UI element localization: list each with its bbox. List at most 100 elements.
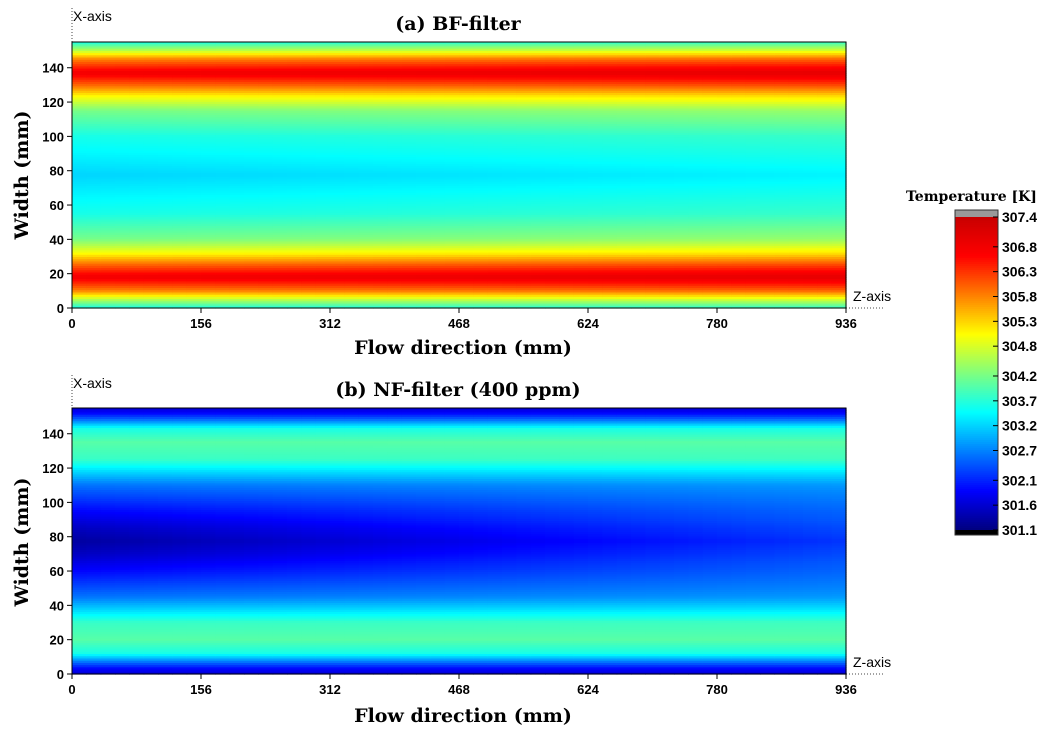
heatmap-cell [358, 305, 374, 309]
heatmap-cell [330, 141, 345, 145]
heatmap-cell [229, 190, 245, 194]
heatmap-cell [143, 261, 159, 265]
heatmap-cell [301, 126, 317, 130]
heatmap-cell [287, 146, 302, 149]
heatmap-cell [172, 141, 188, 145]
heatmap-cell [344, 243, 360, 247]
heatmap-cell [373, 283, 388, 287]
heatmap-cell [258, 257, 274, 260]
heatmap-cell [315, 141, 331, 145]
heatmap-cell [344, 97, 360, 101]
heatmap-cell [143, 197, 159, 200]
heatmap-cell [186, 166, 202, 169]
heatmap-cell [86, 194, 102, 198]
heatmap-cell [373, 290, 388, 294]
heatmap-cell [344, 279, 360, 282]
heatmap-cell [401, 68, 417, 72]
heatmap-cell [72, 228, 87, 232]
heatmap-cell [401, 168, 417, 172]
heatmap-cell [344, 86, 360, 90]
heatmap-cell [387, 250, 403, 254]
heatmap-cell [72, 206, 87, 209]
heatmap-cell [129, 217, 145, 220]
heatmap-cell [358, 259, 374, 263]
heatmap-cell [100, 168, 116, 172]
heatmap-cell [330, 104, 345, 107]
heatmap-cell [143, 303, 159, 307]
heatmap-cell [315, 68, 331, 72]
heatmap-cell [143, 86, 159, 90]
heatmap-cell [401, 183, 417, 187]
heatmap-cell [330, 237, 345, 240]
heatmap-cell [244, 237, 259, 240]
heatmap-cell [244, 296, 259, 300]
heatmap-cell [100, 46, 116, 50]
heatmap-cell [100, 90, 116, 94]
heatmap-cell [143, 168, 159, 172]
heatmap-cell [330, 152, 345, 156]
heatmap-cell [115, 59, 130, 63]
heatmap-cell [201, 73, 216, 76]
heatmap-cell [373, 139, 388, 143]
heatmap-cell [143, 221, 159, 225]
heatmap-cell [100, 186, 116, 189]
heatmap-cell [330, 259, 345, 263]
heatmap-cell [272, 86, 288, 90]
heatmap-cell [244, 276, 259, 280]
heatmap-cell [301, 95, 317, 99]
heatmap-cell [100, 276, 116, 280]
heatmap-cell [86, 232, 102, 236]
heatmap-cell [258, 186, 274, 189]
heatmap-cell [158, 104, 173, 107]
heatmap-cell [172, 181, 188, 185]
heatmap-cell [244, 137, 259, 141]
heatmap-cell [72, 225, 87, 229]
heatmap-cell [186, 186, 202, 189]
heatmap-cell [229, 254, 245, 258]
heatmap-cell [72, 192, 87, 196]
heatmap-cell [229, 152, 245, 156]
heatmap-cell [143, 192, 159, 196]
heatmap-cell [215, 217, 231, 220]
heatmap-cell [287, 261, 302, 265]
heatmap-cell [244, 88, 259, 92]
heatmap-cell [143, 84, 159, 87]
heatmap-cell [215, 272, 231, 276]
heatmap-cell [272, 208, 288, 212]
heatmap-cell [229, 92, 245, 96]
heatmap-cell [401, 84, 417, 87]
heatmap-cell [358, 221, 374, 225]
heatmap-cell [315, 55, 331, 59]
heatmap-cell [143, 190, 159, 194]
heatmap-cell [172, 166, 188, 169]
heatmap-cell [344, 261, 360, 265]
heatmap-cell [86, 130, 102, 134]
heatmap-cell [72, 217, 87, 220]
heatmap-cell [100, 223, 116, 227]
heatmap-cell [100, 221, 116, 225]
heatmap-cell [100, 252, 116, 256]
heatmap-cell [344, 61, 360, 65]
heatmap-cell [258, 92, 274, 96]
heatmap-cell [158, 239, 173, 243]
heatmap-cell [129, 48, 145, 52]
heatmap-cell [186, 148, 202, 152]
heatmap-cell [272, 152, 288, 156]
heatmap-cell [301, 290, 317, 294]
heatmap-cell [229, 186, 245, 189]
heatmap-cell [229, 276, 245, 280]
heatmap-cell [387, 172, 403, 176]
heatmap-cell [330, 276, 345, 280]
heatmap-cell [186, 139, 202, 143]
heatmap-cell [72, 59, 87, 63]
heatmap-cell [215, 228, 231, 232]
heatmap-cell [215, 172, 231, 176]
heatmap-cell [158, 234, 173, 238]
heatmap-cell [344, 201, 360, 205]
heatmap-cell [344, 214, 360, 218]
heatmap-cell [129, 276, 145, 280]
heatmap-cell [172, 214, 188, 218]
heatmap-cell [344, 219, 360, 223]
heatmap-cell [115, 148, 130, 152]
heatmap-cell [172, 210, 188, 214]
